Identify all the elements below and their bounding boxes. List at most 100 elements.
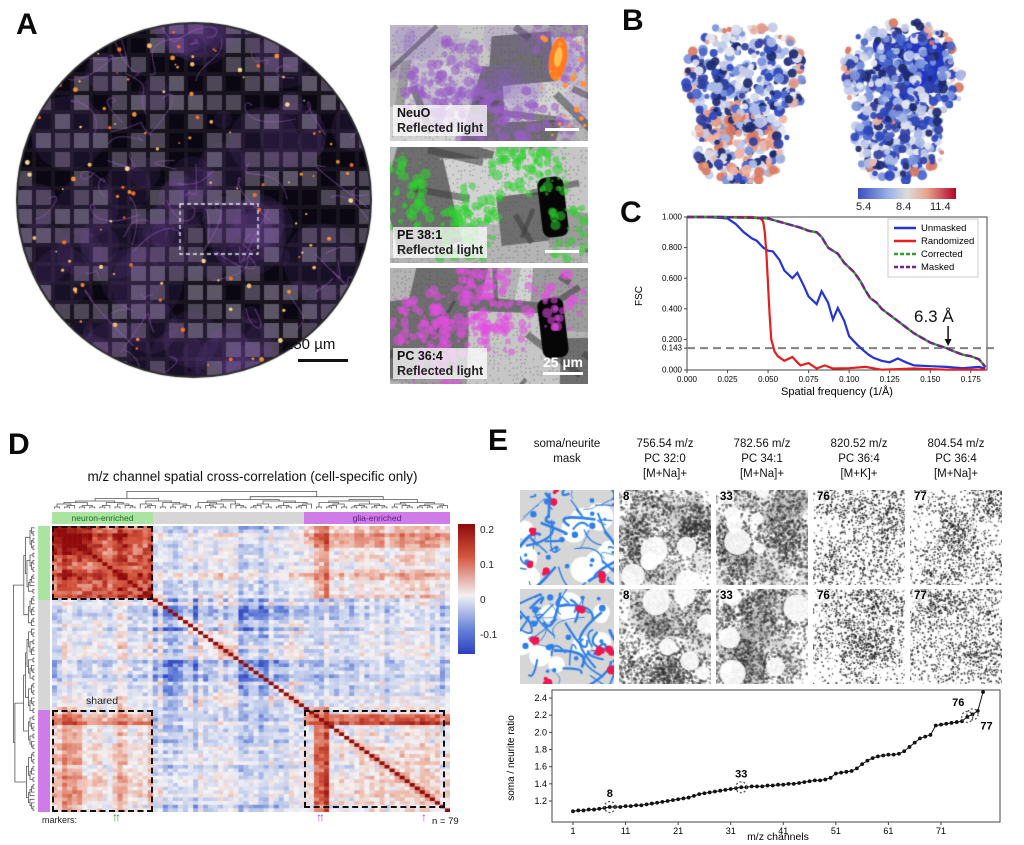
- shared-label: shared: [86, 695, 119, 707]
- inset-scale-bar: [545, 250, 579, 253]
- ratio-ylabel: soma / neurite ratio: [506, 715, 517, 801]
- svg-text:8: 8: [607, 788, 613, 800]
- svg-text:0.125: 0.125: [880, 375, 901, 384]
- col-group-neuron-enriched: neuron-enriched: [52, 512, 153, 524]
- inset-pc364-label: PC 36:4 Reflected light: [393, 348, 488, 379]
- svg-text:0.175: 0.175: [961, 375, 982, 384]
- ion-image-756-row2: 8: [619, 589, 711, 684]
- purple-marker-arrow-single: ↑: [421, 810, 427, 824]
- svg-text:0.075: 0.075: [799, 375, 820, 384]
- inset-pe381-label: PE 38:1 Reflected light: [393, 227, 488, 258]
- heatmap-colorbar: [458, 524, 475, 654]
- local-resolution-colorbar: [858, 188, 956, 199]
- inset-pe381-image: PE 38:1 Reflected light: [390, 147, 588, 263]
- svg-text:76: 76: [952, 697, 964, 709]
- crosscorrelation-heatmap: [52, 526, 450, 812]
- scale-bar-250um: [298, 359, 348, 362]
- colorbar-tick: -0.1: [480, 630, 498, 641]
- colorbar-tick: 0.1: [480, 560, 494, 571]
- svg-text:0.050: 0.050: [758, 375, 779, 384]
- mask-image-row1: [520, 490, 614, 585]
- svg-text:2.2: 2.2: [534, 710, 547, 720]
- ion-image-782-row2: 33: [716, 589, 808, 684]
- fsc-legend: Unmasked Randomized Corrected Masked: [887, 218, 979, 278]
- green-marker-arrows: ↑↑: [112, 810, 121, 824]
- svg-text:61: 61: [883, 826, 893, 836]
- ion-image-782-row1: 33: [716, 490, 808, 585]
- svg-text:1.000: 1.000: [662, 213, 683, 222]
- panel-label-d: D: [8, 428, 30, 461]
- svg-text:0.025: 0.025: [718, 375, 739, 384]
- colorbar-tick: 5.4: [856, 201, 872, 213]
- svg-text:2.0: 2.0: [534, 727, 547, 737]
- svg-text:1.4: 1.4: [534, 779, 547, 789]
- inset-scale-bar: [545, 128, 579, 131]
- svg-text:11: 11: [621, 826, 630, 836]
- svg-text:1.8: 1.8: [534, 745, 547, 755]
- col-header-804: 804.54 m/z PC 36:4 [M+Na]+: [927, 438, 985, 480]
- scale-bar-label-25um: 25 µm: [543, 354, 583, 375]
- scale-bar-label-250um: 250 µm: [285, 336, 336, 353]
- inset-neuo-label: NeuO Reflected light: [393, 105, 488, 136]
- colorbar-tick: 8.4: [896, 201, 912, 213]
- legend-label-masked: Masked: [921, 262, 954, 273]
- fsc-plot: 0.000 0.025 0.050 0.075 0.100 0.125 0.150 0.175…: [634, 213, 995, 398]
- svg-text:71: 71: [936, 826, 946, 836]
- svg-text:0.400: 0.400: [662, 304, 683, 313]
- svg-text:21: 21: [673, 826, 683, 836]
- svg-text:41: 41: [778, 826, 788, 836]
- svg-text:31: 31: [726, 826, 736, 836]
- svg-text:0.600: 0.600: [662, 274, 683, 283]
- ion-image-820-row1: 76: [813, 490, 905, 585]
- fsc-ylabel: FSC: [634, 286, 645, 306]
- fsc-plot-dynamic: 0.000 0.025 0.050 0.075 0.100 0.125 0.150 0.175…: [662, 213, 995, 384]
- row-dendrogram: [13, 527, 35, 811]
- resolution-annotation: 6.3 Å: [914, 307, 954, 326]
- cryoem-map-left: [666, 16, 818, 184]
- colorbar-tick: 0: [480, 595, 486, 606]
- col-header-820: 820.52 m/z PC 36:4 [M+K]+: [830, 438, 888, 480]
- svg-text:1.2: 1.2: [534, 796, 547, 806]
- row-group-shared: [38, 600, 50, 710]
- svg-text:33: 33: [735, 768, 747, 780]
- inset-pc364-image: PC 36:4 Reflected light 25 µm: [390, 268, 588, 384]
- marker-name-pc364: PC 36:4: [397, 349, 443, 364]
- svg-text:0.200: 0.200: [662, 335, 683, 344]
- col-header-782: 782.56 m/z PC 34:1 [M+Na]+: [733, 438, 791, 480]
- em-grid-overview-image: [14, 14, 374, 386]
- reflected-light-label: Reflected light: [397, 363, 484, 378]
- legend-label-corrected: Corrected: [921, 249, 963, 260]
- ion-image-804-row1: 77: [910, 490, 1002, 585]
- soma-neurite-ratio-plot: 1 11 21 31 41 51 61 711.21.41.61.82.02.22.48337…: [506, 689, 1001, 843]
- row-group-glia-enriched: [38, 710, 50, 812]
- fsc-xlabel: Spatial frequency (1/Å): [781, 385, 893, 398]
- reflected-light-label: Reflected light: [397, 120, 484, 135]
- ion-image-756-row1: 8: [619, 490, 711, 585]
- ion-image-820-row2: 76: [813, 589, 905, 684]
- reflected-light-label: Reflected light: [397, 242, 484, 257]
- colorbar-tick: 0.2: [480, 525, 494, 536]
- ratio-xlabel: m/z channels: [747, 831, 809, 843]
- svg-text:1: 1: [570, 826, 575, 836]
- purple-marker-arrows: ↑↑: [316, 810, 325, 824]
- ion-image-804-row2: 77: [910, 589, 1002, 684]
- cryoem-map-right: [824, 12, 976, 184]
- marker-name-neuo: NeuO: [397, 106, 431, 121]
- panel-label-c: C: [620, 196, 642, 229]
- markers-label: markers:: [42, 815, 78, 825]
- svg-text:0.000: 0.000: [662, 366, 683, 375]
- colorbar-tick: 11.4: [930, 201, 951, 213]
- heatmap-title: m/z channel spatial cross-correlation (c…: [87, 469, 418, 484]
- marker-name-pe381: PE 38:1: [397, 228, 443, 243]
- row-group-neuron-enriched: [38, 526, 50, 600]
- col-group-glia-enriched: glia-enriched: [304, 512, 450, 524]
- svg-text:1.6: 1.6: [534, 762, 547, 772]
- svg-text:0.000: 0.000: [677, 375, 698, 384]
- svg-text:0.800: 0.800: [662, 243, 683, 252]
- svg-text:0.143: 0.143: [662, 344, 683, 353]
- svg-text:51: 51: [831, 826, 841, 836]
- legend-label-unmasked: Unmasked: [921, 223, 966, 234]
- column-dendrogram: [54, 491, 448, 509]
- legend-label-randomized: Randomized: [921, 236, 974, 247]
